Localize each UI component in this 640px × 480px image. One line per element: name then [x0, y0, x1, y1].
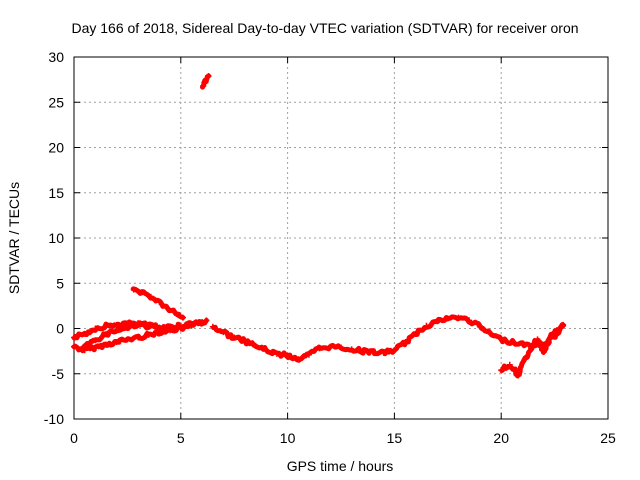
data-point [92, 325, 99, 332]
data-point [147, 293, 154, 300]
data-point [348, 346, 355, 353]
x-tick-label: 15 [387, 430, 403, 446]
y-tick-label: 15 [48, 185, 64, 201]
data-point [124, 324, 131, 331]
series-track-g [499, 322, 566, 379]
data-point [560, 321, 567, 328]
y-tick-label: 10 [48, 230, 64, 246]
data-point [508, 339, 515, 346]
y-tick-label: -10 [44, 411, 64, 427]
data-point [273, 350, 280, 357]
data-point [177, 322, 184, 329]
data-point [103, 341, 110, 348]
data-point [113, 339, 120, 346]
data-point [164, 305, 171, 312]
data-point [81, 330, 88, 337]
data-point [305, 351, 312, 358]
data-point [506, 361, 513, 368]
data-point [412, 330, 419, 337]
x-tick-label: 10 [280, 430, 296, 446]
data-series [71, 73, 567, 379]
x-tick-label: 20 [493, 430, 509, 446]
data-point [487, 330, 494, 337]
data-point [252, 342, 259, 349]
data-point [201, 79, 208, 86]
data-point [209, 323, 216, 330]
data-point [103, 330, 110, 337]
data-point [498, 367, 505, 374]
data-point [423, 322, 430, 329]
data-point [316, 345, 323, 352]
data-point [71, 334, 77, 341]
data-point [113, 327, 120, 334]
data-point [200, 82, 207, 89]
data-point [145, 331, 152, 338]
data-point [156, 325, 163, 332]
series-track-f [210, 314, 566, 363]
data-point [135, 334, 142, 341]
data-point [92, 337, 99, 344]
data-point [156, 299, 163, 306]
data-point [476, 323, 483, 330]
data-point [466, 317, 473, 324]
data-point [444, 315, 451, 322]
data-point [402, 339, 409, 346]
data-point [135, 320, 142, 327]
data-point [205, 73, 212, 80]
y-tick-label: 0 [56, 321, 64, 337]
data-point [540, 349, 547, 356]
data-point [92, 344, 99, 351]
x-tick-label: 5 [177, 430, 185, 446]
data-point [263, 347, 270, 354]
data-point [188, 320, 195, 327]
data-point [359, 348, 366, 355]
data-point [455, 314, 462, 321]
grid-lines [74, 57, 608, 419]
data-point [179, 314, 186, 321]
x-axis-label: GPS time / hours [287, 458, 394, 474]
y-axis-label: SDTVAR / TECUs [6, 182, 22, 294]
data-point [528, 345, 535, 352]
data-point [370, 349, 377, 356]
data-point [113, 321, 120, 328]
data-point [553, 327, 560, 334]
data-point [167, 324, 174, 331]
data-point [103, 322, 110, 329]
data-point [231, 334, 238, 341]
data-point [130, 286, 137, 293]
x-tick-label: 0 [70, 430, 78, 446]
data-point [534, 336, 541, 343]
y-tick-label: 20 [48, 140, 64, 156]
data-point [498, 336, 505, 343]
data-point [220, 329, 227, 336]
data-point [79, 345, 86, 352]
data-point [241, 338, 248, 345]
x-tick-label: 25 [600, 430, 616, 446]
data-point [547, 334, 554, 341]
data-point [295, 356, 302, 363]
data-point [284, 352, 291, 359]
data-point [519, 340, 526, 347]
data-point [199, 319, 206, 326]
data-point [71, 343, 77, 350]
data-point [391, 347, 398, 354]
data-point [338, 344, 344, 351]
chart-title: Day 166 of 2018, Sidereal Day-to-day VTE… [71, 20, 578, 36]
y-tick-label: 25 [48, 94, 64, 110]
y-tick-label: -5 [52, 366, 65, 382]
y-tick-label: 5 [56, 275, 64, 291]
data-point [203, 317, 210, 324]
y-tick-label: 30 [48, 49, 64, 65]
axis-ticks: 0 5 10 15 20 25 -10 -5 0 5 10 15 20 25 30 [44, 49, 616, 446]
data-point [139, 289, 146, 296]
data-point [327, 343, 334, 350]
data-point [145, 323, 152, 330]
data-point [380, 349, 387, 356]
data-point [124, 336, 131, 343]
data-point [173, 311, 180, 318]
data-point [521, 356, 528, 363]
data-point [434, 318, 441, 325]
data-point [515, 372, 522, 379]
